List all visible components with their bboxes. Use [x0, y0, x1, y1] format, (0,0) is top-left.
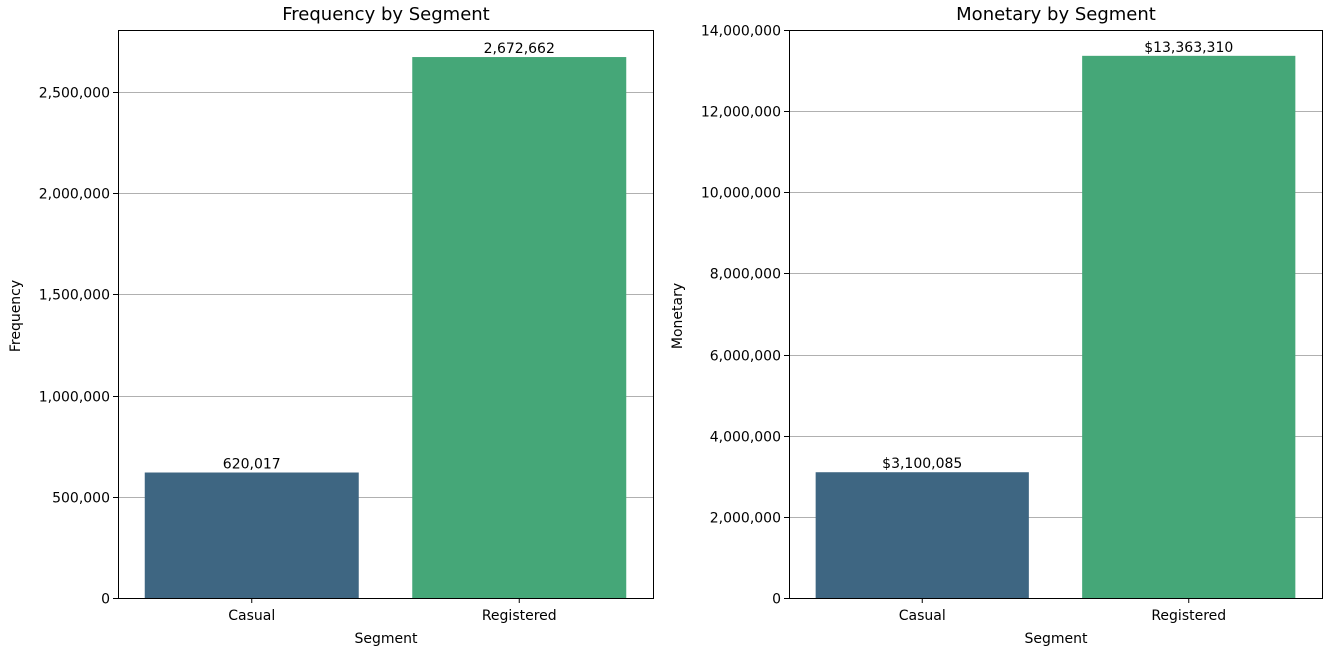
- y-tick-label: 6,000,000: [710, 349, 781, 365]
- frequency-chart: Frequency by Segment 620,017 2,672,662 0 5…: [8, 4, 654, 647]
- x-tick-label: Casual: [899, 608, 946, 624]
- bar-casual: [144, 472, 359, 598]
- y-axis-label: Monetary: [670, 283, 686, 349]
- x-axis-label: Segment: [1025, 631, 1089, 647]
- y-tick-label: 0: [101, 592, 110, 608]
- plot-frame: [789, 30, 1323, 599]
- monetary-chart: Monetary by Segment $3,100,085 $13,363,31…: [670, 4, 1323, 647]
- bar-value-label: 620,017: [223, 457, 281, 473]
- bar-casual: [815, 472, 1029, 598]
- x-axis-label: Segment: [355, 631, 419, 647]
- y-tick-label: 2,500,000: [39, 86, 110, 102]
- y-tick-label: 500,000: [52, 491, 110, 507]
- y-tick-label: 2,000,000: [710, 511, 781, 527]
- x-ticks: Casual Registered: [228, 598, 557, 624]
- x-tick-label: Registered: [1151, 608, 1226, 624]
- x-tick-label: Casual: [228, 608, 275, 624]
- x-tick-label: Registered: [482, 608, 557, 624]
- y-tick-label: 8,000,000: [710, 267, 781, 283]
- y-tick-label: 10,000,000: [701, 186, 781, 202]
- y-tick-label: 1,500,000: [39, 288, 110, 304]
- data-labels: $3,100,085 $13,363,310: [882, 40, 1233, 472]
- bar-value-label: $13,363,310: [1144, 40, 1233, 56]
- y-axis-label: Frequency: [8, 280, 24, 352]
- bar-value-label: $3,100,085: [882, 456, 962, 472]
- y-ticks: 0 500,000 1,000,000 1,500,000 2,000,000 2,500…: [39, 86, 118, 608]
- bars: [815, 55, 1296, 598]
- data-labels: 620,017 2,672,662: [223, 41, 555, 472]
- chart-title: Monetary by Segment: [956, 4, 1156, 25]
- y-tick-label: 2,000,000: [39, 187, 110, 203]
- x-ticks: Casual Registered: [899, 598, 1226, 624]
- bar-registered: [412, 57, 627, 598]
- bar-registered: [1082, 55, 1296, 598]
- y-ticks: 0 2,000,000 4,000,000 6,000,000 8,000,000 10,…: [701, 24, 789, 608]
- y-tick-label: 0: [772, 592, 781, 608]
- bars: [144, 57, 627, 598]
- plot-frame: [118, 30, 654, 599]
- y-tick-label: 4,000,000: [710, 430, 781, 446]
- y-tick-label: 14,000,000: [701, 24, 781, 40]
- y-tick-label: 1,000,000: [39, 390, 110, 406]
- chart-title: Frequency by Segment: [282, 4, 490, 25]
- y-tick-label: 12,000,000: [701, 105, 781, 121]
- bar-value-label: 2,672,662: [484, 41, 555, 57]
